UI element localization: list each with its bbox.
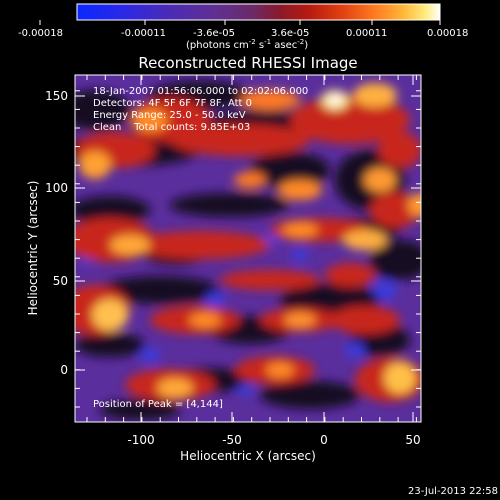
colorbar: -0.00018 -0.00011 -3.6e-05 3.6e-05 0.000…	[18, 3, 468, 51]
colorbar-tick-label: 0.00011	[346, 28, 387, 39]
info-line-clean: Clean Total counts: 9.85E+03	[93, 122, 250, 133]
peak-position-label: Position of Peak = [4,144]	[93, 399, 223, 410]
colorbar-ticks	[39, 20, 441, 25]
dark-region	[75, 196, 150, 224]
x-axis-tick-labels: -100 -50 0 50	[127, 433, 420, 447]
dark-region	[100, 400, 180, 420]
low-intensity-spot	[140, 347, 160, 363]
x-tick-label: 0	[320, 433, 328, 447]
low-intensity-spot	[205, 292, 225, 308]
high-intensity-spot	[278, 180, 322, 200]
colorbar-unit-label: (photons cm-2 s-1 asec-2)	[186, 38, 308, 51]
colorbar-tick-label: 3.6e-05	[271, 28, 309, 39]
info-line-energy: Energy Range: 25.0 - 50.0 keV	[93, 110, 246, 121]
y-tick-label: 100	[45, 181, 68, 195]
dark-region	[260, 381, 360, 409]
high-intensity-spot	[284, 312, 316, 328]
mid-intensity-region	[370, 192, 420, 228]
high-intensity-spot	[282, 222, 318, 238]
low-intensity-spot	[345, 342, 365, 358]
y-tick-label: 50	[53, 274, 68, 288]
colorbar-tick-labels: -0.00018 -0.00011 -3.6e-05 3.6e-05 0.000…	[18, 28, 468, 39]
x-axis-title: Heliocentric X (arcsec)	[180, 449, 316, 463]
dark-region	[75, 333, 145, 357]
plot-frame	[74, 74, 422, 423]
colorbar-tick-label: -3.6e-05	[193, 28, 235, 39]
mid-intensity-region	[325, 263, 375, 287]
high-intensity-spot	[189, 312, 221, 328]
mid-intensity-region	[220, 270, 320, 290]
observation-info: 18-Jan-2007 01:56:06.000 to 02:02:06.000…	[93, 86, 308, 133]
colorbar-gradient	[76, 3, 441, 21]
axis-ticks	[75, 75, 421, 422]
high-intensity-spot	[110, 235, 150, 255]
high-intensity-spot	[157, 378, 193, 398]
high-intensity-spot	[384, 362, 416, 394]
x-tick-label: -50	[222, 433, 242, 447]
colorbar-tick-label: 0.00018	[427, 28, 468, 39]
low-intensity-spot	[292, 248, 308, 262]
high-intensity-spot	[343, 230, 387, 250]
mid-intensity-region	[130, 231, 270, 259]
low-intensity-spot	[373, 280, 397, 300]
y-tick-label: 0	[60, 363, 68, 377]
high-intensity-spot	[364, 168, 396, 192]
high-intensity-spot	[266, 362, 294, 378]
colorbar-tick-label: -0.00011	[121, 28, 166, 39]
high-intensity-spot	[240, 90, 300, 110]
image-title: Reconstructed RHESSI Image	[138, 54, 357, 72]
high-intensity-spot	[353, 83, 397, 107]
high-intensity-spot	[408, 193, 421, 217]
mid-intensity-region	[330, 306, 400, 334]
rhessi-image-plot: 18-Jan-2007 01:56:06.000 to 02:02:06.000…	[74, 74, 422, 423]
dark-region	[250, 152, 330, 188]
dark-region	[75, 90, 130, 130]
intensity-map	[75, 81, 421, 420]
high-intensity-spot	[132, 108, 168, 132]
peak-emission-core	[328, 95, 342, 105]
generation-timestamp: 23-Jul-2013 22:58	[408, 486, 498, 497]
dark-region	[370, 240, 421, 280]
high-intensity-spot	[92, 299, 128, 331]
x-tick-label: 50	[405, 433, 420, 447]
high-intensity-spot	[234, 172, 266, 188]
x-tick-label: -100	[127, 433, 154, 447]
info-line-detectors: Detectors: 4F 5F 6F 7F 8F, Att 0	[93, 98, 252, 109]
y-tick-label: 150	[45, 89, 68, 103]
mid-intensity-region	[378, 132, 421, 168]
y-axis-title: Heliocentric Y (arcsec)	[26, 181, 40, 316]
dark-region	[170, 193, 290, 217]
dark-region	[100, 276, 220, 304]
high-intensity-spot	[79, 151, 111, 179]
mid-intensity-region	[170, 124, 310, 156]
y-axis-tick-labels: 0 50 100 150	[45, 89, 68, 377]
colorbar-tick-label: -0.00018	[18, 28, 63, 39]
mid-intensity-region	[290, 96, 410, 144]
info-line-time: 18-Jan-2007 01:56:06.000 to 02:02:06.000	[93, 86, 308, 97]
low-intensity-spot	[237, 384, 253, 396]
